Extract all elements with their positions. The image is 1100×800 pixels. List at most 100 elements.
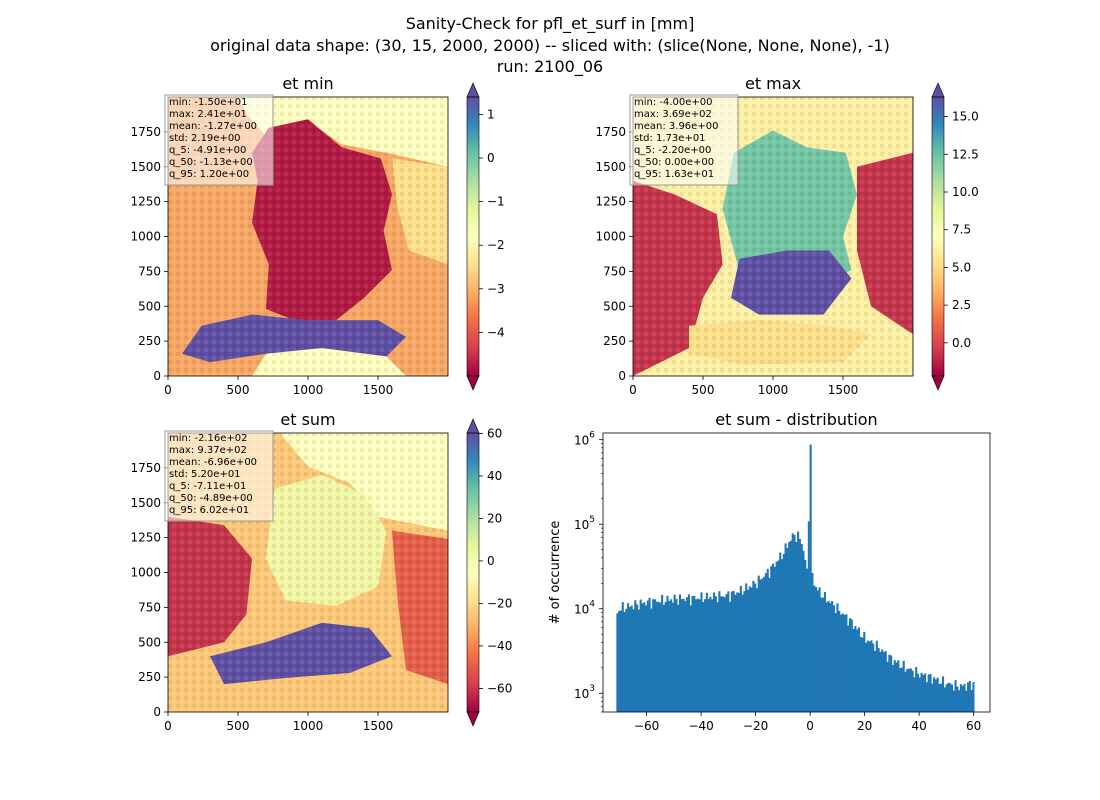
- colorbar-extend-max: [931, 82, 945, 98]
- stats-line: min: -2.16e+02: [169, 433, 248, 444]
- histogram-bar: [655, 601, 658, 712]
- x-tick-label: 20: [857, 719, 872, 733]
- histogram-bar: [671, 602, 674, 712]
- histogram-bar: [736, 592, 739, 712]
- histogram-bar: [934, 679, 937, 712]
- histogram-bar: [823, 591, 826, 712]
- histogram-bar: [911, 670, 914, 712]
- histogram-bar: [652, 599, 655, 712]
- histogram-bar: [718, 591, 721, 712]
- histogram-bar: [784, 543, 787, 712]
- stats-line: std: 1.73e+01: [634, 133, 706, 144]
- stats-line: mean: 3.96e+00: [634, 121, 718, 132]
- histogram-bar: [856, 629, 859, 712]
- y-tick-label: 500: [138, 635, 161, 649]
- histogram-bar: [682, 598, 685, 712]
- histogram-bar: [859, 637, 862, 712]
- histogram-bar: [861, 637, 864, 712]
- histogram-bar: [884, 651, 887, 712]
- histogram-bar: [852, 628, 855, 712]
- histogram-bar: [865, 642, 868, 712]
- histogram-bar: [795, 541, 798, 712]
- histogram-bar: [738, 592, 741, 712]
- stats-line: q_5: -2.20e+00: [634, 145, 711, 156]
- stats-line: q_5: -7.11e+01: [169, 481, 246, 492]
- histogram-bars: [616, 444, 975, 712]
- y-tick-label: 103: [574, 684, 595, 701]
- x-tick-label: −60: [634, 719, 659, 733]
- colorbar-extend-max: [466, 418, 480, 434]
- histogram-bar: [709, 596, 712, 712]
- histogram-bar: [777, 560, 780, 712]
- histogram-bar: [659, 602, 662, 712]
- colorbar-tick-label: 2.5: [952, 298, 971, 312]
- x-tick-label: 0: [164, 719, 172, 733]
- histogram-bar: [696, 598, 699, 712]
- histogram-bar: [670, 599, 673, 712]
- histogram-bar: [825, 602, 828, 712]
- histogram-bar: [813, 585, 816, 712]
- histogram-bar: [870, 640, 873, 712]
- histogram-bar: [968, 680, 971, 712]
- y-tick-label: 0: [618, 369, 626, 383]
- figure-subtitle-run: run: 2100_06: [496, 57, 604, 76]
- histogram-bar: [705, 592, 708, 712]
- stats-line: max: 2.41e+01: [169, 109, 247, 120]
- histogram-bar: [886, 661, 889, 712]
- histogram-bar: [804, 559, 807, 712]
- colorbar-tick-label: −1: [487, 195, 505, 209]
- panel-title: et max: [745, 74, 801, 93]
- histogram-bar: [965, 690, 968, 712]
- colorbar: [932, 97, 944, 376]
- x-tick-label: 1500: [363, 383, 394, 397]
- stats-line: q_5: -4.91e+00: [169, 145, 246, 156]
- histogram-bar: [773, 566, 776, 712]
- colorbar-extend-min: [466, 375, 480, 391]
- colorbar-tick-label: 7.5: [952, 223, 971, 237]
- histogram-bar: [668, 601, 671, 712]
- x-tick-label: 0: [806, 719, 814, 733]
- panel-title: et sum - distribution: [715, 410, 877, 429]
- histogram-bar: [845, 614, 848, 712]
- histogram-bar: [741, 594, 744, 712]
- panel-title: et min: [282, 74, 333, 93]
- histogram-bar: [775, 561, 778, 712]
- colorbar-tick-label: 60: [487, 426, 502, 440]
- y-tick-label: 1750: [595, 125, 626, 139]
- histogram-bar: [637, 609, 640, 712]
- histogram-bar: [700, 592, 703, 712]
- x-tick-label: 40: [912, 719, 927, 733]
- histogram-bar: [677, 604, 680, 712]
- histogram-bar: [636, 604, 639, 712]
- et-sum-panel: et sum 0 500 1000 1500 0 250 500 750 1000 1250 1500…: [130, 410, 512, 733]
- colorbar: [467, 433, 479, 712]
- histogram-bar: [750, 587, 753, 712]
- colorbar-tick-label: −2: [487, 238, 505, 252]
- histogram-bar: [797, 531, 800, 712]
- histogram-bar: [952, 690, 955, 712]
- histogram-bar: [666, 595, 669, 712]
- y-tick-label: 250: [603, 334, 626, 348]
- y-tick-label: 104: [574, 600, 595, 617]
- stats-line: q_50: -4.89e+00: [169, 493, 253, 504]
- histogram-bar: [895, 662, 898, 712]
- histogram-bar: [940, 683, 943, 712]
- y-tick-label: 106: [574, 431, 595, 448]
- histogram-bar: [902, 660, 905, 712]
- histogram-bar: [712, 592, 716, 712]
- y-tick-label: 1250: [130, 531, 161, 545]
- y-tick-label: 250: [138, 334, 161, 348]
- histogram-bar: [791, 533, 794, 712]
- histogram-bar: [949, 683, 952, 712]
- colorbar-tick-label: −3: [487, 282, 505, 296]
- histogram-bar: [924, 673, 927, 712]
- histogram-bar: [877, 648, 880, 712]
- histogram-bar: [616, 613, 619, 712]
- et-max-panel: et max 0 500 1000 1500 0 250 500 750 1000 1250 1500…: [595, 74, 978, 397]
- histogram-bar: [961, 685, 964, 712]
- colorbar-tick-label: −40: [487, 639, 512, 653]
- histogram-bar: [967, 682, 970, 712]
- et-min-panel: et min 0 500 1000 1500 0 250 500 750 1000 1250 1500…: [130, 74, 504, 397]
- stats-box: [629, 94, 739, 186]
- x-tick-label: 500: [692, 383, 715, 397]
